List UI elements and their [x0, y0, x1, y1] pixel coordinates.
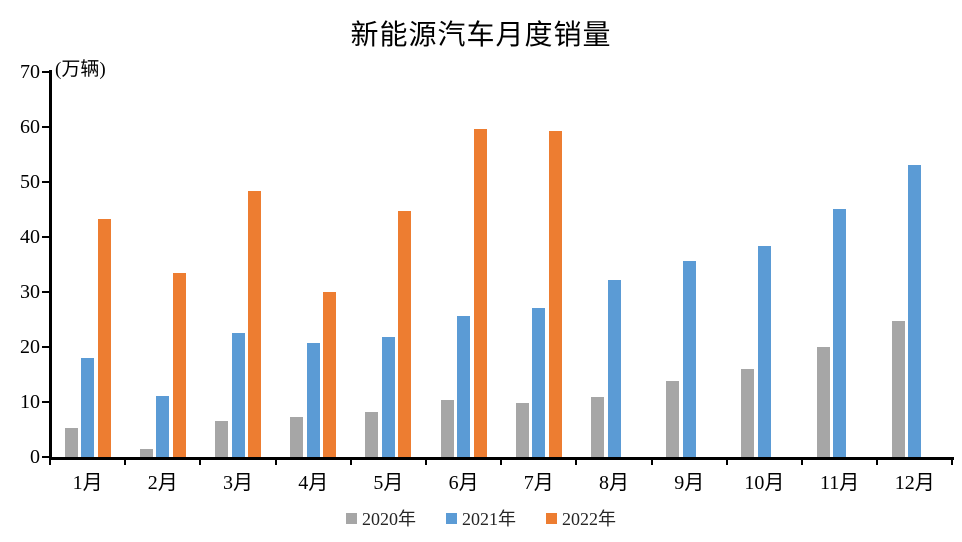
bar-series1-month7: [515, 403, 529, 457]
y-axis-label: 10: [20, 391, 40, 413]
x-axis-label: 10月: [744, 472, 785, 494]
x-axis-label: 2月: [147, 472, 178, 494]
bar-series1-month1: [64, 428, 78, 457]
x-axis-tick: [575, 460, 578, 465]
bar-series2-month3: [231, 333, 245, 457]
x-axis-tick: [124, 460, 127, 465]
bar-series1-month6: [440, 400, 454, 457]
y-axis-tick: [42, 401, 50, 403]
legend-label: 2020年: [362, 509, 416, 529]
y-axis-tick: [42, 291, 50, 293]
x-axis-tick: [274, 460, 277, 465]
y-axis-tick: [42, 236, 50, 238]
y-axis-unit-label: (万辆): [55, 59, 106, 80]
legend-item-1: 2020年: [346, 505, 416, 531]
legend-item-3: 2022年: [546, 505, 616, 531]
bar-series1-month9: [666, 381, 680, 457]
x-axis-tick: [650, 460, 653, 465]
bar-series3-month5: [398, 211, 412, 457]
bar-series3-month6: [473, 129, 487, 457]
bar-series1-month3: [215, 421, 228, 457]
legend: 2020年 2021年 2022年: [0, 505, 962, 531]
x-axis-tick: [801, 460, 803, 465]
bar-series2-month4: [306, 343, 320, 457]
x-axis-label: 5月: [373, 472, 404, 494]
x-axis-label: 4月: [298, 472, 329, 494]
y-axis-label: 60: [20, 116, 40, 138]
y-axis-tick: [42, 456, 50, 458]
bar-series2-month6: [457, 316, 471, 457]
bar-series2-month1: [81, 358, 95, 457]
x-axis-tick: [500, 460, 503, 465]
bar-series1-month8: [591, 397, 604, 457]
x-axis-label: 3月: [223, 472, 253, 494]
bar-series2-month8: [607, 280, 621, 457]
bar-series1-month4: [290, 417, 304, 457]
x-axis-tick: [876, 460, 879, 465]
bar-series1-month10: [741, 369, 755, 457]
bar-series3-month3: [248, 191, 261, 457]
bar-series1-month2: [139, 449, 153, 457]
bar-series3-month2: [172, 273, 186, 457]
bar-series3-month7: [548, 131, 562, 457]
x-axis-tick: [199, 460, 202, 465]
y-axis-line: [49, 70, 52, 460]
x-axis-tick: [725, 460, 728, 465]
bar-series2-month5: [381, 337, 395, 457]
legend-label: 2021年: [462, 509, 516, 529]
x-axis-label: 7月: [523, 472, 554, 494]
bar-series2-month2: [156, 396, 170, 457]
x-axis-tick: [49, 460, 51, 465]
legend-label: 2022年: [562, 509, 616, 529]
x-axis-label: 11月: [819, 472, 860, 494]
y-axis-label: 20: [20, 336, 40, 358]
x-axis-tick: [349, 460, 352, 465]
legend-swatch-icon: [346, 512, 357, 524]
x-axis-label: 6月: [448, 472, 479, 494]
bar-series1-month5: [365, 412, 379, 457]
bar-series2-month7: [532, 308, 546, 457]
bar-series1-month12: [891, 321, 905, 457]
x-axis-label: 12月: [894, 472, 935, 494]
bar-series1-month11: [816, 347, 830, 457]
x-axis-label: 9月: [674, 472, 705, 494]
y-axis-tick: [42, 181, 50, 183]
bar-series2-month12: [908, 165, 922, 457]
x-axis-tick: [951, 460, 954, 465]
y-axis-label: 30: [20, 281, 40, 303]
y-axis-label: 70: [20, 61, 40, 83]
bar-series2-month9: [682, 261, 696, 457]
chart-title: 新能源汽车月度销量: [350, 20, 612, 51]
bar-series2-month10: [757, 246, 771, 457]
y-axis-label: 0: [30, 446, 40, 468]
y-axis-tick: [42, 71, 50, 73]
x-axis-label: 8月: [599, 472, 629, 494]
x-axis-tick: [425, 460, 427, 465]
y-axis-tick: [42, 126, 50, 128]
bar-series2-month11: [833, 209, 847, 457]
legend-swatch-icon: [446, 512, 457, 524]
y-axis-tick: [42, 346, 50, 348]
y-axis-label: 40: [20, 226, 40, 248]
bar-series3-month4: [323, 292, 337, 457]
legend-swatch-icon: [546, 512, 557, 524]
x-axis-label: 1月: [72, 472, 103, 494]
x-axis-line: [49, 457, 955, 460]
bar-series3-month1: [97, 219, 111, 457]
legend-item-2: 2021年: [446, 505, 516, 531]
y-axis-label: 50: [20, 171, 40, 193]
